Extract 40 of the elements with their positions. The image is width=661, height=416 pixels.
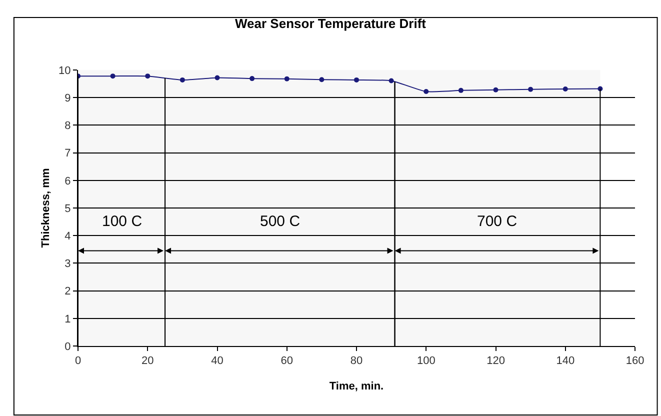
y-tick-label: 8	[64, 120, 71, 132]
x-tick-label: 40	[211, 355, 224, 368]
point	[180, 77, 185, 82]
band-label: 700 C	[477, 213, 518, 230]
y-tick-label: 3	[64, 258, 71, 270]
y-axis-title: Thickness, mm	[40, 168, 52, 248]
band-label: 100 C	[102, 213, 142, 230]
y-tick-label: 5	[64, 202, 71, 215]
point	[528, 86, 534, 92]
x-tick-label: 100	[416, 355, 436, 368]
x-tick-label: 120	[486, 355, 505, 368]
x-tick-label: 20	[142, 355, 154, 368]
point	[319, 77, 324, 82]
y-tick-label: 1	[64, 313, 71, 326]
y-tick-label: 9	[64, 92, 71, 104]
x-tick-label: 80	[350, 355, 363, 368]
x-tick-label: 60	[280, 355, 294, 368]
x-tick-label: 140	[556, 355, 575, 368]
point	[284, 76, 290, 82]
y-tick-label: 10	[58, 64, 71, 77]
y-tick-label: 2	[64, 286, 71, 298]
point	[110, 74, 116, 79]
point	[458, 88, 464, 93]
point	[214, 75, 220, 80]
y-tick-label: 7	[64, 148, 71, 160]
y-tick-label: 6	[64, 175, 71, 188]
point	[424, 89, 429, 94]
x-tick-label: 0	[74, 355, 82, 368]
point	[250, 76, 255, 82]
point	[493, 87, 498, 92]
y-tick-label: 0	[64, 340, 71, 353]
y-tick-label: 4	[64, 230, 71, 242]
x-tick-label: 160	[626, 355, 644, 368]
x-axis-title: Time, min.	[329, 380, 384, 392]
point	[354, 77, 359, 82]
point	[388, 78, 394, 84]
chart-title: Wear Sensor Temperature Drift	[235, 16, 427, 31]
point	[145, 74, 150, 79]
band-label: 500 C	[260, 213, 300, 230]
point	[562, 86, 568, 92]
